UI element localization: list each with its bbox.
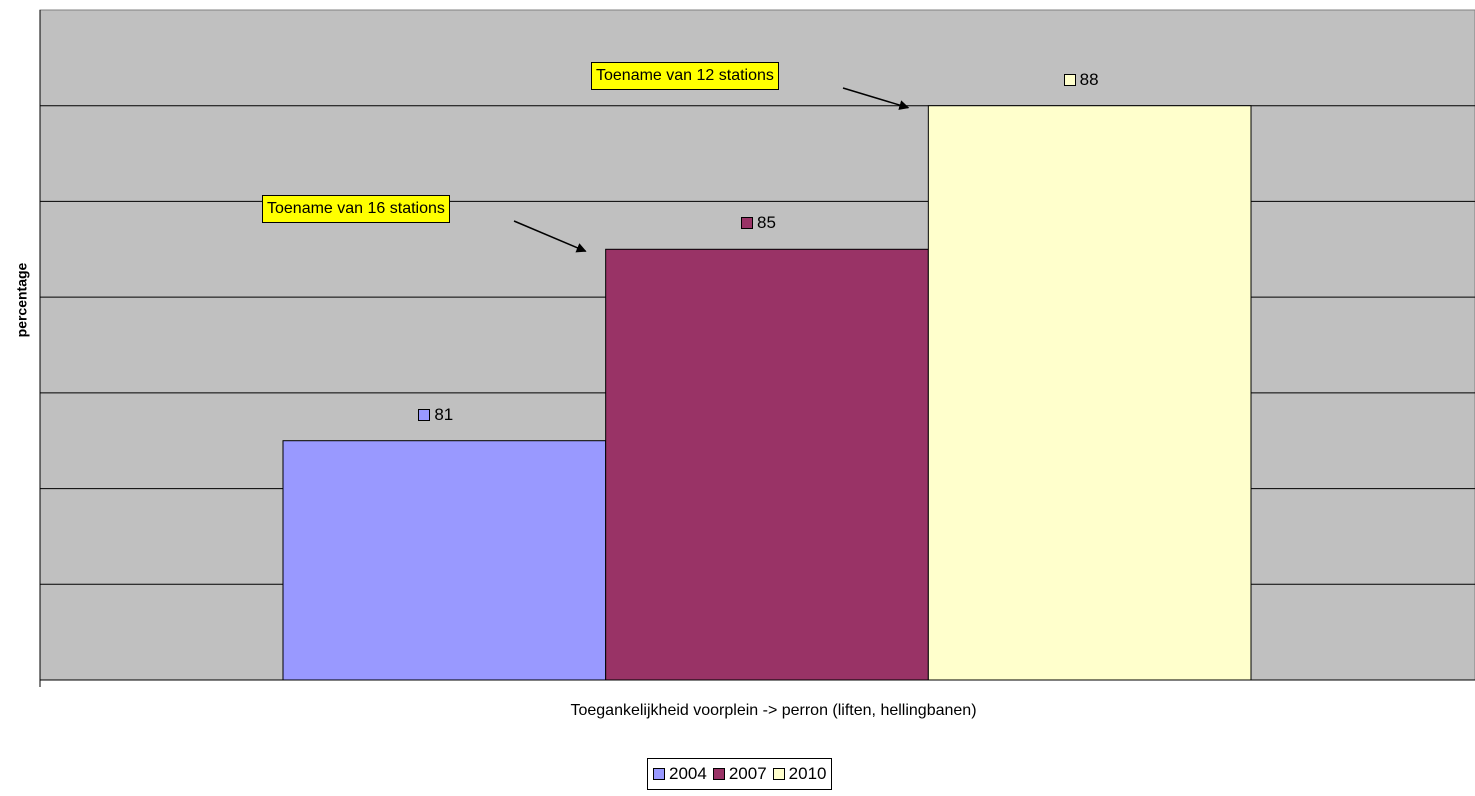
annotation-arrows [513,87,910,253]
data-label-value: 85 [757,213,776,233]
data-label-value: 88 [1079,69,1099,89]
data-label-swatch [418,408,431,421]
legend-label-2007: 2007 [728,764,767,783]
data-label-2007: 85 [741,213,776,233]
legend-item-2010: 2010 [772,764,827,784]
data-label-swatch [741,217,753,230]
annotation-arrow-2010 [842,87,910,110]
legend-label-2010: 2010 [788,764,827,783]
legend-label-2004: 2004 [669,764,707,783]
legend-swatch-2010 [772,768,785,780]
axes [39,10,1475,687]
y-axis-label-container: percentage [6,200,36,400]
bar-2007 [605,248,929,681]
legend: 2004 2007 2010 [647,758,833,790]
data-label-swatch [1063,73,1076,86]
data-label-2010: 88 [1063,69,1099,90]
annotation-2010: Toename van 12 stations [591,62,779,90]
legend-swatch-2007 [712,768,725,780]
legend-item-2004: 2004 [653,764,707,784]
annotation-arrow-2007 [513,220,587,253]
annotation-2007: Toename van 16 stations [262,195,450,223]
legend-swatch-2004 [653,768,665,780]
bar-2004 [282,440,607,681]
bar-2010 [927,105,1252,681]
x-axis-label: Toegankelijkheid voorplein -> perron (li… [570,702,977,719]
data-label-2004: 81 [418,405,453,425]
legend-item-2007: 2007 [712,764,767,784]
y-axis-label: percentage [13,262,30,338]
data-label-value: 81 [434,404,454,424]
